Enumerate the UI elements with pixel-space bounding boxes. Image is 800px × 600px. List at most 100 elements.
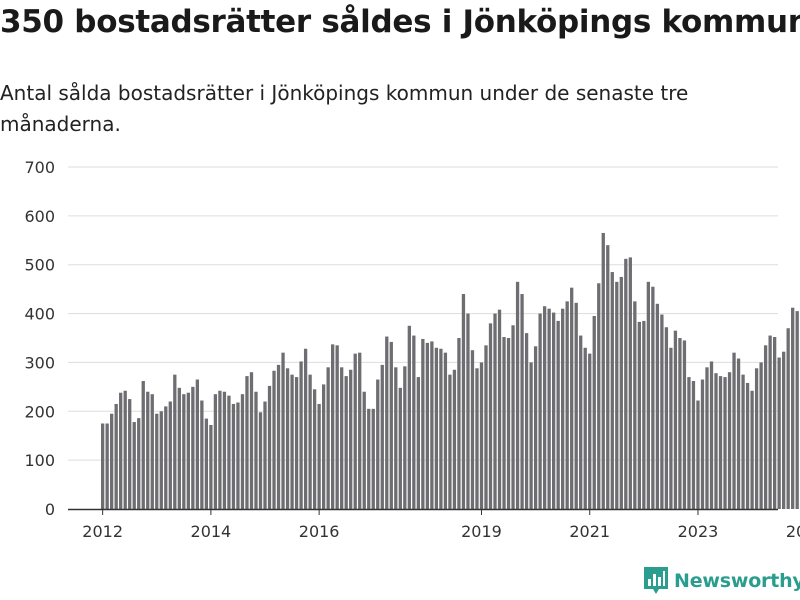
y-tick-label: 500 (24, 256, 55, 275)
x-tick-label: 2021 (569, 522, 610, 541)
bar (195, 379, 200, 509)
bar (285, 368, 290, 509)
bar (245, 376, 249, 509)
bar (457, 338, 461, 509)
bar (466, 313, 470, 509)
bar (380, 364, 384, 509)
bar (714, 373, 718, 509)
bar (556, 320, 560, 509)
y-tick-label: 600 (24, 207, 55, 226)
bar (308, 374, 312, 509)
bar (772, 337, 777, 509)
bar (101, 423, 105, 509)
bar (389, 341, 393, 509)
bar (691, 380, 696, 509)
bar (723, 377, 727, 509)
bar (421, 338, 425, 509)
bar (624, 258, 628, 509)
bar (299, 361, 303, 509)
bar (376, 379, 380, 509)
bar (795, 311, 799, 509)
x-tick-label: 2016 (299, 522, 340, 541)
x-axis-ticks: 2012 2014 2016 2019 2021 2023 2025 (82, 509, 800, 541)
bar (394, 367, 398, 509)
bar (254, 391, 258, 509)
bar (344, 376, 348, 509)
bar (326, 367, 330, 509)
bar (637, 321, 641, 509)
gridlines (68, 166, 778, 461)
bar (515, 281, 520, 509)
bar (240, 394, 245, 509)
bar (511, 325, 515, 509)
bar (727, 372, 732, 509)
y-tick-label: 700 (24, 158, 55, 177)
y-tick-label: 400 (24, 305, 55, 324)
bar (416, 377, 420, 509)
bar (141, 380, 145, 509)
bar (583, 347, 587, 509)
bar (200, 400, 204, 509)
bar (520, 294, 524, 509)
bar (497, 309, 502, 509)
bar (696, 400, 700, 509)
bar (412, 335, 416, 509)
bar (303, 348, 308, 509)
bar (660, 314, 664, 509)
bar (371, 408, 375, 509)
bar (335, 345, 339, 509)
bar (619, 276, 623, 509)
bar (213, 394, 218, 509)
bar (114, 403, 118, 509)
x-tick-label: 2014 (191, 522, 232, 541)
bar (236, 402, 240, 509)
bar (700, 379, 705, 509)
bar (732, 352, 736, 509)
bar (538, 313, 542, 509)
bar (628, 257, 632, 509)
x-tick-label: 2012 (82, 522, 123, 541)
bar (646, 281, 651, 509)
bar (565, 301, 569, 509)
bar (407, 325, 411, 509)
bar (290, 374, 294, 509)
bar (443, 352, 448, 509)
bar (782, 351, 786, 509)
brand-footer: Newsworthy (644, 567, 800, 595)
bar (312, 389, 317, 509)
bar (552, 312, 556, 509)
bar (561, 308, 565, 509)
bar (439, 348, 443, 509)
bar (263, 401, 267, 509)
bar (669, 347, 673, 509)
bar (222, 391, 227, 509)
bar (502, 337, 506, 509)
y-axis-ticks: 0 100 200 300 400 500 600 700 (24, 158, 55, 519)
bar (358, 352, 362, 509)
bar (682, 340, 687, 509)
x-tick-label: 2019 (461, 522, 502, 541)
bar (579, 335, 583, 509)
bar (615, 281, 619, 509)
bar (642, 320, 646, 509)
bar (150, 394, 154, 509)
bar (204, 418, 209, 509)
bar (763, 345, 768, 509)
bar (759, 362, 763, 509)
bar (218, 390, 222, 509)
bar (475, 368, 479, 509)
bar (281, 352, 285, 509)
bar (403, 366, 407, 509)
bar (137, 418, 141, 509)
bar (294, 377, 299, 509)
bar (687, 377, 691, 509)
bar (105, 423, 109, 509)
bar (321, 384, 326, 509)
bar (705, 367, 709, 509)
bar (434, 347, 439, 509)
bar (164, 406, 168, 509)
bar (791, 307, 795, 509)
bar (182, 394, 186, 509)
bar (606, 245, 610, 509)
